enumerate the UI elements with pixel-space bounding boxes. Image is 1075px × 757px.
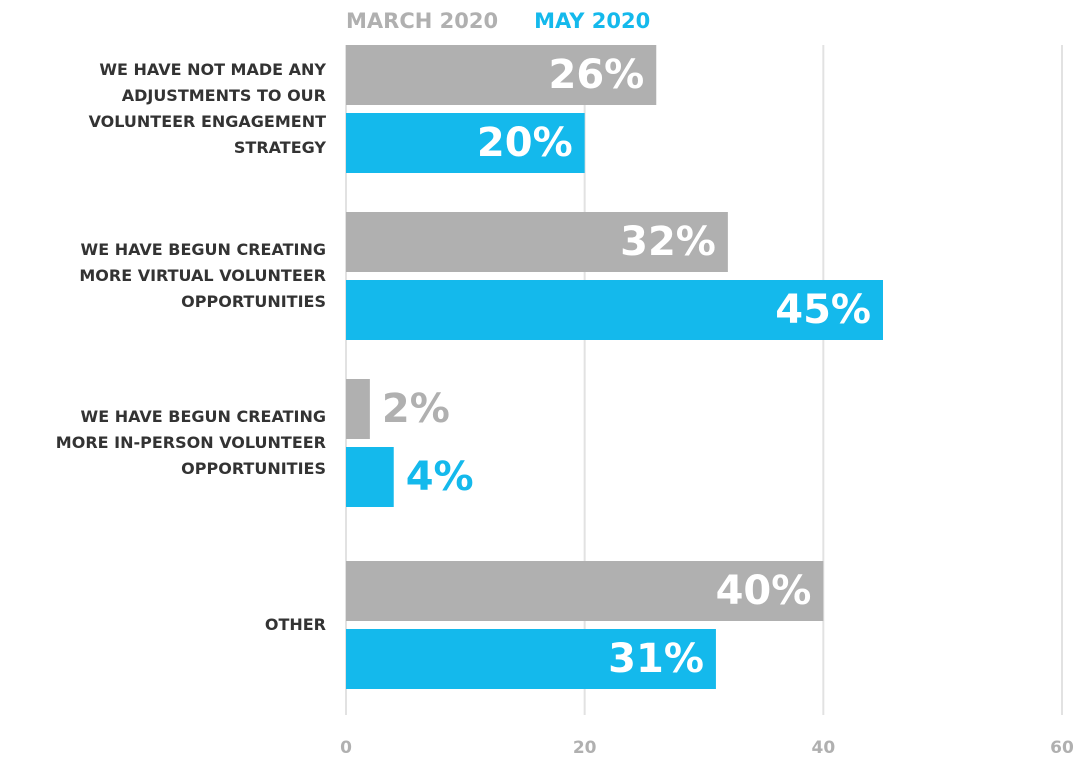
category-label: WE HAVE NOT MADE ANY ADJUSTMENTS TO OUR …	[83, 60, 326, 157]
bar	[346, 212, 728, 272]
bar	[346, 629, 716, 689]
x-tick-label: 60	[1050, 738, 1074, 757]
legend-label: MARCH 2020	[346, 9, 498, 33]
category-label: WE HAVE BEGUN CREATING MORE IN-PERSON VO…	[50, 407, 326, 478]
value-label: 32%	[620, 219, 716, 265]
value-label: 45%	[775, 287, 871, 333]
value-label: 31%	[608, 636, 704, 682]
x-tick-label: 40	[811, 738, 835, 757]
bar	[346, 45, 657, 105]
value-label: 4%	[406, 454, 474, 500]
value-label: 2%	[382, 386, 450, 432]
bar	[346, 561, 824, 621]
legend-label: MAY 2020	[534, 9, 650, 33]
category-label: WE HAVE BEGUN CREATING MORE VIRTUAL VOLU…	[74, 240, 326, 311]
x-tick-label: 0	[340, 738, 352, 757]
value-label: 40%	[716, 568, 812, 614]
value-label: 26%	[549, 52, 645, 98]
bar	[346, 447, 394, 507]
bar	[346, 113, 585, 173]
category-label: OTHER	[265, 615, 326, 634]
bar	[346, 280, 883, 340]
x-tick-label: 20	[573, 738, 597, 757]
bar	[346, 379, 370, 439]
value-label: 20%	[477, 120, 573, 166]
